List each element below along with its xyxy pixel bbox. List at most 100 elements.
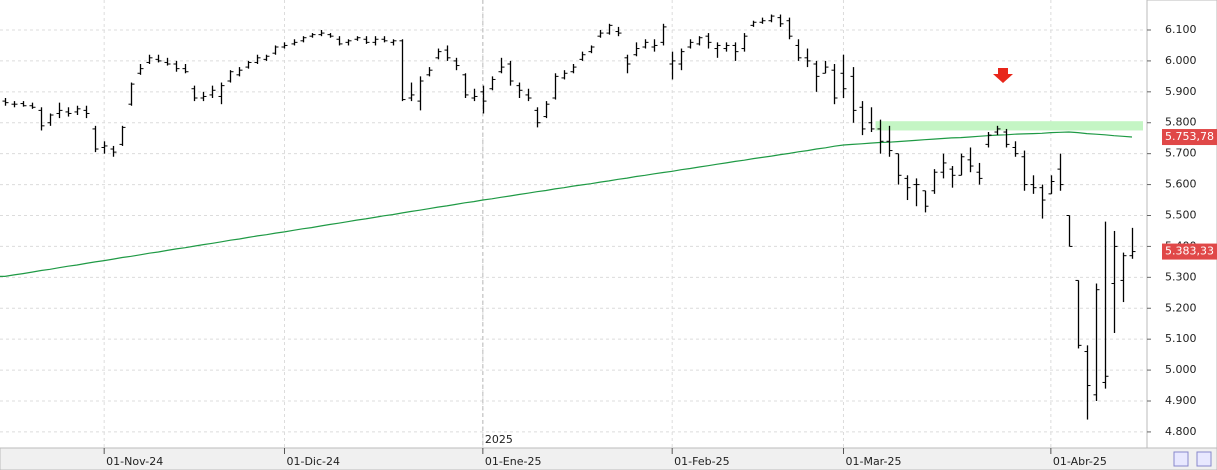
ohlc-bar [949, 166, 956, 188]
ohlc-bar [426, 67, 433, 77]
y-tick-label: 5.500 [1165, 208, 1197, 221]
ohlc-bar [173, 60, 180, 72]
ohlc-bar [281, 42, 288, 49]
ohlc-bar [345, 39, 352, 46]
ohlc-bar [507, 60, 514, 86]
ohlc-bar [372, 36, 379, 46]
ohlc-bar [1012, 141, 1019, 157]
ohlc-bar [1057, 153, 1064, 191]
ohlc-bar [489, 76, 496, 91]
ohlc-bar [128, 82, 135, 106]
ohlc-bar [354, 36, 361, 41]
ohlc-bar [399, 39, 406, 102]
x-tick-label: 01-Feb-25 [674, 455, 729, 468]
ohlc-bar [976, 162, 983, 185]
ohlc-bar [678, 48, 685, 71]
zoom-button[interactable] [1173, 451, 1189, 467]
x-tick-label: 01-Dic-24 [286, 455, 340, 468]
toolbar[interactable] [1173, 451, 1212, 467]
ohlc-bar [552, 73, 559, 100]
ohlc-bar [606, 23, 613, 35]
ohlc-bar [795, 39, 802, 61]
y-tick-label: 5.000 [1165, 363, 1197, 376]
ohlc-bar [886, 125, 893, 157]
y-tick-label: 5.900 [1165, 85, 1197, 98]
ohlc-bar [877, 119, 884, 154]
y-tick-label: 4.900 [1165, 394, 1197, 407]
plot-area [0, 0, 1147, 448]
ohlc-bar [327, 33, 334, 38]
ohlc-bar [200, 91, 207, 102]
ohlc-bar [65, 107, 72, 117]
ohlc-bar [38, 107, 45, 131]
ohlc-bar [687, 39, 694, 49]
ohlc-bar [164, 57, 171, 66]
ohlc-bar [741, 33, 748, 52]
ohlc-bar [227, 70, 234, 83]
ohlc-bar [660, 23, 667, 46]
ohlc-bar [1003, 128, 1010, 148]
y-tick-label: 5.700 [1165, 147, 1197, 160]
ohlc-bar [958, 153, 965, 176]
ohlc-bar [1048, 175, 1055, 195]
ohlc-bar [74, 105, 81, 116]
ohlc-bar [300, 36, 307, 43]
ohlc-bar [1120, 252, 1127, 303]
ohlc-bar [570, 64, 577, 74]
ohlc-bar [309, 33, 316, 38]
ohlc-bar [840, 54, 847, 99]
y-tick-label: 5.600 [1165, 178, 1197, 191]
ohlc-bar [254, 54, 261, 64]
ohlc-bar [92, 125, 99, 153]
x-axis-panel [0, 447, 1217, 470]
ohlc-bar [101, 141, 108, 154]
ohlc-bar [1066, 214, 1073, 247]
ohlc-bar [2, 98, 9, 106]
ohlc-bar [218, 82, 225, 105]
y-axis-panel [1146, 0, 1217, 449]
ohlc-bar [714, 42, 721, 58]
ohlc-bar [435, 48, 442, 60]
ohlc-bar [931, 169, 938, 194]
ohlc-bar [750, 20, 757, 27]
ohlc-bar [363, 36, 370, 44]
y-tick-label: 5.200 [1165, 301, 1197, 314]
y-tick-label: 6.000 [1165, 54, 1197, 67]
ohlc-bar [1030, 175, 1037, 194]
ohlc-bar [83, 105, 90, 119]
ohlc-bar [291, 39, 298, 46]
ohlc-bar [110, 145, 117, 157]
ohlc-bar [588, 45, 595, 54]
ohlc-bar [985, 132, 992, 148]
ohlc-bar [615, 26, 622, 37]
y-tick-label: 5.100 [1165, 332, 1197, 345]
ohlc-bar [759, 17, 766, 24]
ohlc-bar [462, 73, 469, 99]
resistance-zone [875, 121, 1143, 131]
ohlc-bar [768, 14, 775, 23]
save-button[interactable] [1196, 451, 1212, 467]
x-tick-label: 01-Ene-25 [485, 455, 542, 468]
ohlc-bar [390, 39, 397, 46]
x-tick-label: 01-Mar-25 [845, 455, 901, 468]
ohlc-bar [47, 113, 54, 126]
ohlc-bar [696, 36, 703, 46]
ohlc-bar [579, 51, 586, 61]
ohlc-bar [1084, 345, 1091, 420]
ohlc-bar [904, 175, 911, 201]
ohlc-bar [318, 29, 325, 37]
ohlc-bar [543, 101, 550, 119]
ohlc-bar [1111, 230, 1118, 333]
ohlc-bar [408, 82, 415, 102]
ohlc-bar [263, 54, 270, 61]
ohlc-bar [669, 51, 676, 80]
ohlc-bar [786, 17, 793, 40]
ohlc-bar [597, 29, 604, 38]
signal-arrow [993, 68, 1013, 83]
ohlc-bar [633, 42, 640, 57]
ohlc-bar [516, 82, 523, 99]
ohlc-bar [471, 88, 478, 102]
